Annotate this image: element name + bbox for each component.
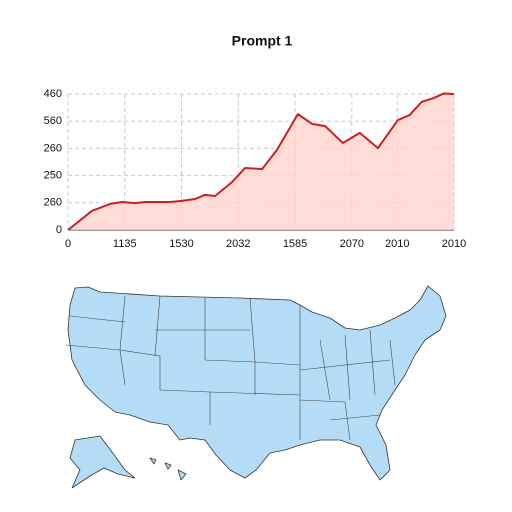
- y-tick-label: 560: [44, 115, 62, 127]
- y-tick-label: 260: [44, 142, 62, 154]
- x-tick-label: 1135: [113, 238, 137, 250]
- hawaii: [149, 457, 187, 481]
- x-tick-label: 2032: [226, 238, 250, 250]
- x-tick-label: 1530: [169, 238, 193, 250]
- x-tick-label: 2010: [442, 238, 466, 250]
- x-tick-label: 1585: [283, 238, 307, 250]
- state-borders: [65, 295, 396, 441]
- x-tick-label: 2010: [385, 238, 409, 250]
- y-tick-label: 460: [44, 88, 62, 100]
- x-tick-label: 2070: [340, 238, 364, 250]
- y-tick-label: 250: [44, 170, 62, 182]
- us-map: [65, 285, 447, 489]
- chart-title: Prompt 1: [232, 33, 293, 49]
- us-mainland: [67, 285, 447, 481]
- x-tick-label: 0: [65, 238, 71, 250]
- area-fill: [68, 93, 454, 231]
- area-line: [67, 92, 455, 231]
- y-tick-label: 260: [44, 197, 62, 209]
- alaska: [69, 435, 136, 489]
- y-tick-label: 0: [56, 224, 62, 236]
